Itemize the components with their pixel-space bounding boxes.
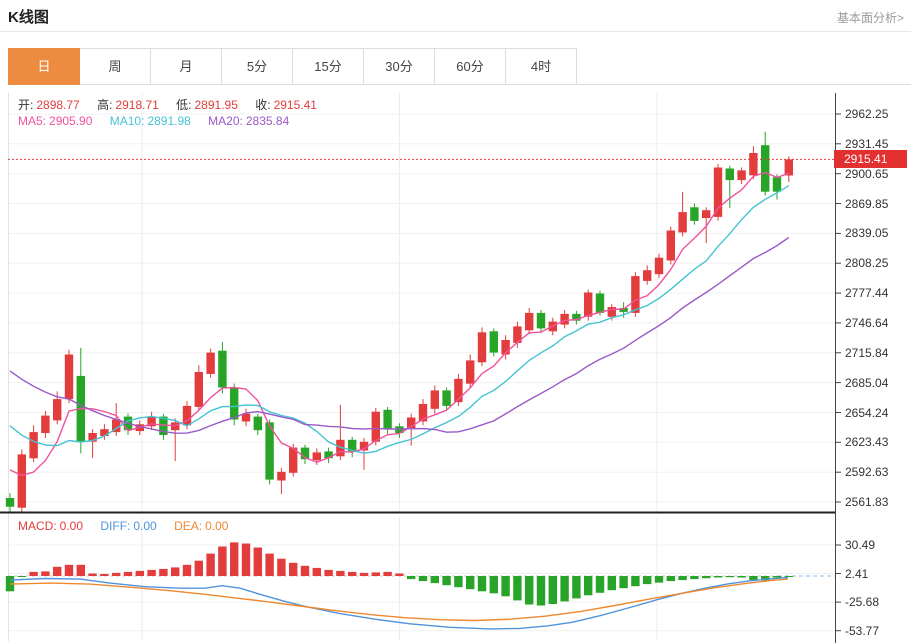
ma20-label: MA20: bbox=[208, 114, 243, 128]
open-label: 开: bbox=[18, 98, 34, 112]
open-value: 2898.77 bbox=[36, 98, 80, 112]
price-axis-label: 2715.84 bbox=[845, 345, 889, 360]
period-tab-60分[interactable]: 60分 bbox=[434, 48, 506, 85]
ma-readout: MA5: 2905.90 MA10: 2891.98 MA20: 2835.84 bbox=[18, 114, 292, 128]
ma10-label: MA10: bbox=[109, 114, 145, 128]
price-axis-label: 2592.63 bbox=[845, 465, 889, 480]
close-label: 收: bbox=[255, 98, 271, 112]
macd-value: 0.00 bbox=[59, 519, 84, 533]
ohlc-readout: 开: 2898.77 高: 2918.71 低: 2891.95 收: 2915.41 bbox=[18, 96, 320, 113]
macd-axis-label: 2.41 bbox=[845, 566, 869, 581]
low-value: 2891.95 bbox=[194, 98, 238, 112]
period-tabbar: 日周月 5分 15分 30分 60分 4时 bbox=[8, 48, 577, 85]
price-axis-label: 2623.43 bbox=[845, 435, 889, 450]
high-value: 2918.71 bbox=[115, 98, 159, 112]
page-title: K线图 bbox=[8, 9, 49, 26]
period-tab-5分[interactable]: 5分 bbox=[221, 48, 293, 85]
price-axis-label: 2839.05 bbox=[845, 226, 889, 241]
diff-label: DIFF: bbox=[100, 519, 131, 533]
price-axis-label: 2685.04 bbox=[845, 375, 889, 390]
diff-value: 0.00 bbox=[133, 519, 157, 533]
period-tab-日[interactable]: 日 bbox=[8, 48, 80, 85]
dea-label: DEA: bbox=[174, 519, 203, 533]
fundamental-analysis-link[interactable]: 基本面分析> bbox=[836, 11, 904, 25]
title-divider bbox=[0, 31, 911, 32]
high-label: 高: bbox=[97, 98, 113, 112]
price-axis-label: 2561.83 bbox=[845, 495, 889, 509]
macd-axis-label: -25.68 bbox=[845, 595, 880, 610]
tabbar-baseline bbox=[568, 84, 911, 85]
price-axis-label: 2962.25 bbox=[845, 107, 889, 121]
dea-value: 0.00 bbox=[205, 519, 229, 533]
low-label: 低: bbox=[176, 98, 192, 112]
close-value: 2915.41 bbox=[273, 98, 317, 112]
price-axis-label: 2900.65 bbox=[845, 166, 889, 181]
macd-readout: MACD: 0.00 DIFF: 0.00 DEA: 0.00 bbox=[18, 519, 231, 533]
period-tab-15分[interactable]: 15分 bbox=[292, 48, 364, 85]
ma5-value: 2905.90 bbox=[49, 114, 93, 128]
period-tab-4时[interactable]: 4时 bbox=[505, 48, 577, 85]
price-axis-label: 2654.24 bbox=[845, 405, 889, 420]
ma5-label: MA5: bbox=[18, 114, 47, 128]
price-axis-label: 2869.85 bbox=[845, 196, 889, 211]
price-axis-label: 2808.25 bbox=[845, 256, 889, 271]
period-tab-月[interactable]: 月 bbox=[150, 48, 222, 85]
last-price-badge: 2915.41 bbox=[834, 150, 907, 169]
price-axis-label: 2931.45 bbox=[845, 136, 889, 151]
period-tab-30分[interactable]: 30分 bbox=[363, 48, 435, 85]
price-axis-label: 2777.44 bbox=[845, 286, 889, 301]
macd-axis-label: -53.77 bbox=[845, 623, 880, 638]
macd-label: MACD: bbox=[18, 519, 57, 533]
macd-axis-label: 30.49 bbox=[845, 538, 876, 552]
ma20-value: 2835.84 bbox=[245, 114, 290, 128]
ma10-value: 2891.98 bbox=[147, 114, 191, 128]
price-axis-label: 2746.64 bbox=[845, 315, 889, 330]
